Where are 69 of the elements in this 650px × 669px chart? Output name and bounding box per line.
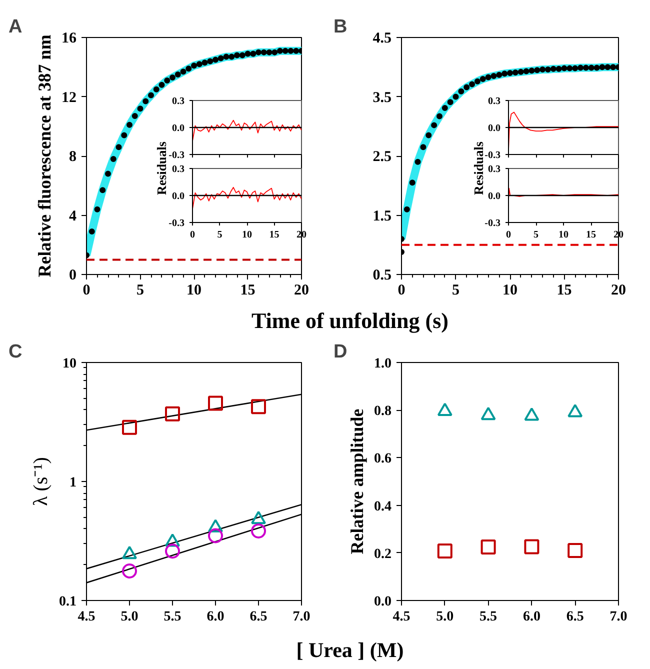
x-tick-label: 10 [558,230,568,240]
x-tick-label: 0 [190,230,195,240]
y-tick-label: 0.8 [374,404,392,420]
x-tick-label: 10 [242,230,252,240]
y-tick-label: 0.3 [172,96,184,107]
y-tick-label: -0.3 [168,150,185,161]
x-tick-label: 5 [534,230,538,240]
y-tick-label: 10 [62,356,76,372]
y-axis-title: Relative fluorescence at 387 nm [34,34,54,278]
y-tick-label: 1.5 [372,208,392,224]
y-tick-label: 1 [70,476,76,490]
y-axis-title: λ (s⁻¹) [30,457,52,506]
x-tick-label: 20 [294,282,309,298]
x-tick-label: 15 [586,230,596,240]
y-tick-label: 0.2 [374,546,392,562]
y-tick-label: 0.3 [172,164,184,175]
x-tick-label: 10 [502,282,518,298]
y-tick-label: -0.3 [484,150,501,161]
x-tick-label: 15 [240,282,256,298]
x-axis-title: Time of unfolding (s) [251,307,448,335]
x-tick-label: 15 [556,282,572,298]
x-tick-label: 20 [611,282,626,298]
chart-title: B [334,16,348,38]
x-tick-label: 6.0 [206,610,224,624]
x-tick-label: 6.5 [566,610,584,624]
x-tick-label: 5 [217,230,222,240]
y-tick-label: 16 [62,30,77,46]
y-tick-label: 1.0 [374,356,392,372]
y-tick-label: 0.6 [374,452,392,467]
y-tick-label: 2.5 [372,149,392,165]
y-tick-label: 0.1 [59,594,76,610]
y-axis-title: Relative amplitude [347,408,367,554]
y-tick-label: 4 [69,208,77,224]
y-tick-label: 0.4 [374,499,392,514]
y-tick-label: 0.0 [374,594,392,610]
x-tick-label: 15 [269,230,280,240]
x-tick-label: 0 [398,282,406,298]
y-tick-label: 0.0 [488,123,500,134]
y-tick-label: 4.5 [372,30,392,46]
chart-title: C [8,342,22,362]
y-tick-label: 0.0 [172,191,184,202]
y-tick-label: 0.0 [488,191,500,202]
chart-title: D [334,342,348,362]
y-tick-label: 0.3 [488,96,500,107]
y-tick-label: -0.3 [484,218,501,229]
x-tick-label: 7.0 [610,610,628,624]
x-tick-label: 5.0 [436,610,454,624]
y-tick-label: 0.0 [172,123,184,134]
x-tick-label: 6.0 [522,610,540,624]
y-tick-label: 3.5 [372,90,392,106]
x-tick-label: 0 [82,282,90,298]
y-tick-label: 0.5 [372,268,392,284]
x-tick-label: 6.5 [250,610,268,624]
chart-title: A [8,16,22,38]
x-axis-title: [ Urea ] (M) [296,637,404,664]
x-tick-label: 5 [452,282,460,298]
x-tick-label: 0 [506,230,511,240]
y-tick-label: -0.3 [168,218,185,229]
x-tick-label: 5.0 [120,610,138,624]
y-tick-label: 0.3 [488,164,500,175]
x-tick-label: 10 [186,282,202,298]
x-tick-label: 7.0 [292,610,310,624]
y-tick-label: 12 [62,90,76,106]
y-tick-label: 0 [69,268,76,284]
x-tick-label: 5 [136,282,144,298]
x-tick-label: 4.5 [392,610,410,624]
x-tick-label: 5.5 [164,610,182,624]
x-tick-label: 5.5 [480,610,498,624]
y-tick-label: 8 [69,149,76,165]
